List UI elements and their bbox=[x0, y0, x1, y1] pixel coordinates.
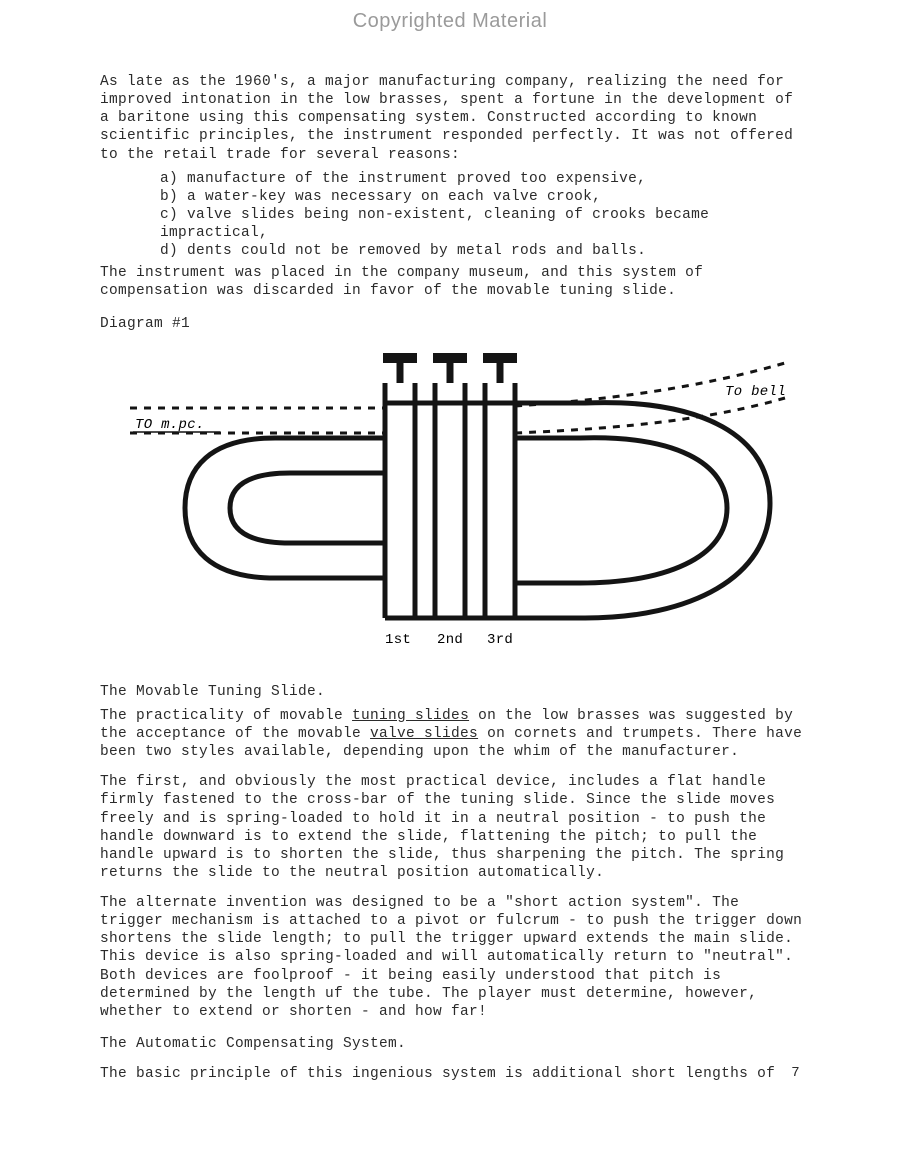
paragraph-basic-principle: The basic principle of this ingenious sy… bbox=[100, 1065, 810, 1083]
text-fragment: The practicality of movable bbox=[100, 708, 352, 724]
diagram-label-right: To bell bbox=[725, 384, 786, 400]
valve-label-1: 1st bbox=[385, 632, 411, 648]
paragraph-museum: The instrument was placed in the company… bbox=[100, 264, 810, 300]
diagram-svg: TO m.pc. To bell 1st 2nd 3rd bbox=[115, 343, 795, 673]
valve-label-3: 3rd bbox=[487, 632, 513, 648]
page-content: As late as the 1960's, a major manufactu… bbox=[0, 33, 900, 1129]
watermark: Copyrighted Material bbox=[0, 0, 900, 33]
paragraph-practicality: The practicality of movable tuning slide… bbox=[100, 707, 810, 761]
section-title-movable: The Movable Tuning Slide. bbox=[100, 683, 810, 701]
underline-tuning-slides: tuning slides bbox=[352, 708, 469, 724]
diagram-label-left: TO m.pc. bbox=[135, 417, 205, 433]
section-title-automatic: The Automatic Compensating System. bbox=[100, 1035, 810, 1053]
reasons-list: a) manufacture of the instrument proved … bbox=[100, 170, 810, 261]
list-item: d) dents could not be removed by metal r… bbox=[160, 242, 810, 260]
paragraph-alternate: The alternate invention was designed to … bbox=[100, 894, 810, 1021]
diagram-title: Diagram #1 bbox=[100, 315, 810, 333]
paragraph-intro: As late as the 1960's, a major manufactu… bbox=[100, 73, 810, 164]
list-item: a) manufacture of the instrument proved … bbox=[160, 170, 810, 188]
diagram: TO m.pc. To bell 1st 2nd 3rd bbox=[115, 343, 795, 679]
underline-valve-slides: valve slides bbox=[370, 726, 478, 742]
paragraph-first-device: The first, and obviously the most practi… bbox=[100, 773, 810, 882]
valve-label-2: 2nd bbox=[437, 632, 463, 648]
list-item: c) valve slides being non-existent, clea… bbox=[160, 206, 810, 242]
text-fragment: The basic principle of this ingenious sy… bbox=[100, 1066, 775, 1082]
page-number: 7 bbox=[791, 1065, 810, 1083]
list-item: b) a water-key was necessary on each val… bbox=[160, 188, 810, 206]
